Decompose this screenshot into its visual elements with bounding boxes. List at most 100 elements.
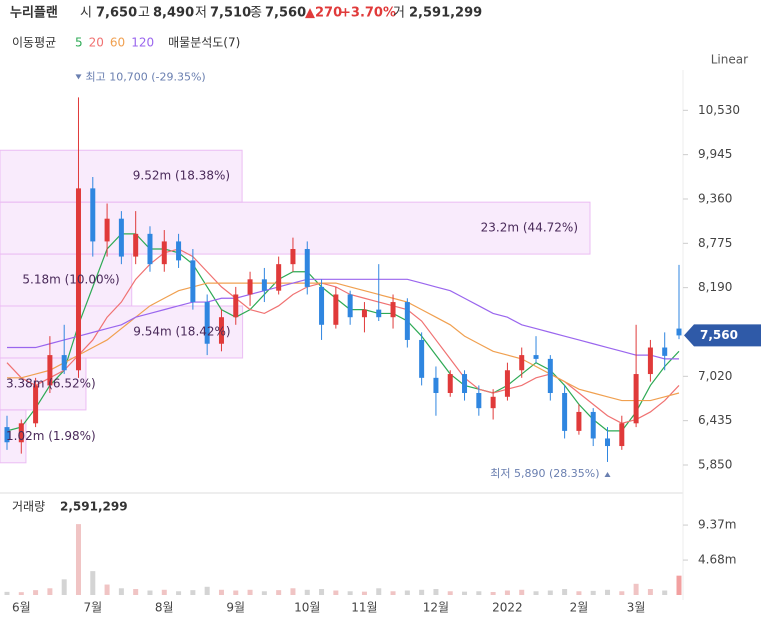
candle-body	[161, 241, 167, 265]
volume-bar	[233, 590, 239, 595]
candle-body	[547, 358, 553, 393]
candle-body	[75, 188, 81, 371]
volume-bar	[605, 589, 611, 595]
x-tick-label: 9월	[226, 601, 245, 615]
volume-last: 2,591,299	[60, 500, 128, 514]
x-tick-label: 12월	[423, 601, 449, 615]
volume-title: 거래량	[12, 500, 45, 514]
candle-body	[404, 302, 410, 340]
profile-label[interactable]: 매물분석도(7)	[168, 36, 240, 50]
candle-body	[361, 309, 367, 318]
candle-body	[347, 294, 353, 318]
volume-bar	[176, 591, 182, 595]
volume-bar	[519, 589, 525, 595]
candle-body	[133, 233, 139, 257]
ma-legend: 5 20 60 120	[75, 36, 154, 50]
volume-bar	[133, 589, 139, 595]
volume-bar	[276, 590, 282, 595]
volume-bar	[562, 589, 568, 595]
volume-bar	[590, 590, 596, 595]
candle-body	[204, 302, 210, 344]
y-tick-label: 9.37m	[698, 518, 736, 532]
candle-body	[47, 355, 53, 386]
candle-body	[304, 249, 310, 287]
candle-body	[104, 218, 110, 242]
volume-bar	[619, 591, 625, 595]
volume-bar	[376, 588, 382, 595]
candle-body	[462, 374, 468, 393]
candle-body	[90, 188, 96, 242]
volume-profile-label: 9.52m (18.38%)	[133, 169, 230, 183]
volume-bar	[347, 591, 353, 595]
volume-label: 거	[393, 6, 405, 21]
y-tick-label: 6,435	[698, 413, 732, 427]
candle-body	[233, 294, 239, 318]
y-tick-label: 10,530	[698, 103, 740, 117]
volume-profile-label: 23.2m (44.72%)	[481, 221, 578, 235]
volume-bar	[390, 591, 396, 595]
volume-bar	[447, 591, 453, 595]
x-tick-label: 10월	[294, 601, 320, 615]
volume-bar	[75, 524, 81, 595]
candle-body	[647, 347, 653, 375]
candle-body	[218, 317, 224, 344]
volume-profile-bar	[0, 253, 133, 307]
volume-bar	[433, 589, 439, 595]
candle-body	[247, 279, 253, 295]
y-tick-label: 8,775	[698, 236, 732, 250]
volume-profile-label: 9.54m (18.42%)	[133, 324, 230, 338]
volume-bar	[204, 586, 210, 595]
volume-bar	[476, 591, 482, 595]
low: 7,510	[210, 6, 251, 21]
volume-bar	[190, 590, 196, 595]
low-label: 저	[195, 6, 207, 21]
x-tick-label: 3월	[627, 601, 646, 615]
candle-body	[619, 423, 625, 447]
open-label: 시	[80, 6, 92, 21]
candle-body	[176, 241, 182, 261]
volume-profile-bar	[0, 149, 243, 203]
volume-bar	[47, 588, 53, 595]
y-tick-label: 8,190	[698, 280, 732, 294]
volume-bar	[490, 592, 496, 595]
candle-body	[190, 260, 196, 303]
volume-bar	[319, 589, 325, 595]
candle-body	[576, 411, 582, 431]
volume-bar	[647, 589, 653, 595]
volume-bar	[419, 589, 425, 595]
candle-body	[590, 411, 596, 439]
y-tick-label: 9,945	[698, 147, 732, 161]
volume-profile-bar	[0, 201, 591, 255]
candle-body	[18, 423, 24, 443]
y-tick-label: 9,360	[698, 191, 732, 205]
close: 7,560	[265, 6, 306, 21]
volume-profile-label: 3.38m (6.52%)	[6, 376, 96, 390]
volume-bar	[676, 575, 682, 595]
volume-bar	[504, 590, 510, 595]
volume-bar	[361, 591, 367, 595]
scale-mode[interactable]: Linear	[711, 53, 748, 67]
volume-bar	[147, 590, 153, 595]
candle-body	[290, 249, 296, 265]
current-price-tag	[684, 324, 761, 347]
high-label: 고	[138, 6, 150, 21]
volume-bar	[61, 579, 67, 595]
candle-body	[447, 374, 453, 393]
candle-body	[4, 427, 10, 443]
candle-body	[333, 294, 339, 325]
candle-body	[419, 339, 425, 378]
y-tick-label: 4.68m	[698, 553, 736, 567]
volume-bar	[662, 590, 668, 595]
volume-profile-label: 5.18m (10.00%)	[22, 273, 119, 287]
candle-body	[276, 264, 282, 291]
ma-legend-item: 120	[131, 36, 154, 50]
y-tick-label: 7,020	[698, 369, 732, 383]
y-tick-label: 5,850	[698, 457, 732, 471]
current-price-label: 7,560	[700, 328, 738, 342]
volume-bar	[104, 584, 110, 595]
candle-body	[319, 286, 325, 325]
volume-bar	[576, 591, 582, 595]
close-label: 종	[250, 6, 262, 21]
high-marker	[75, 74, 82, 80]
